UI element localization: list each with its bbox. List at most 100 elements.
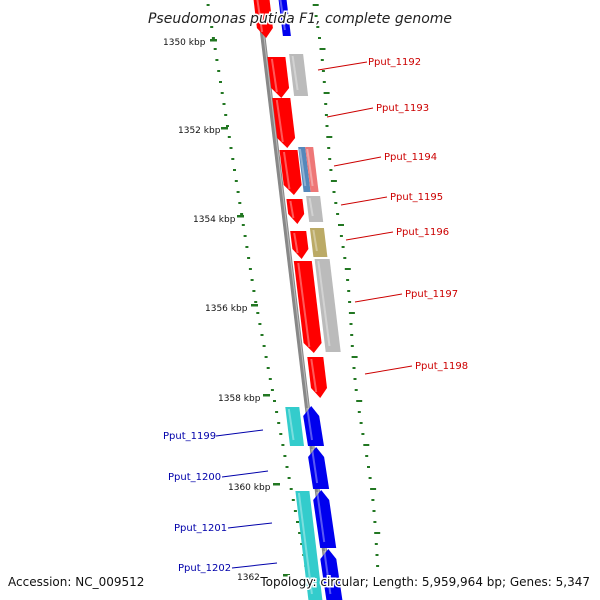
gene-label-pput-1193[interactable]: Pput_1193	[376, 103, 429, 114]
gene-arrow-pput-1198[interactable]	[307, 357, 327, 398]
gc-dot-right-49	[374, 543, 378, 545]
feature-block-steelblue[interactable]	[298, 147, 311, 192]
gc-dot-right-15	[329, 169, 333, 171]
gc-dot-right-14	[328, 158, 332, 160]
feature-block-top-blue[interactable]	[278, 0, 291, 36]
gc-dot-left-6	[217, 70, 221, 72]
gc-dot-left-19	[240, 213, 244, 215]
gc-dot-left-2	[210, 26, 214, 28]
gene-label-pput-1197[interactable]: Pput_1197	[405, 289, 458, 300]
gc-dot-left-9	[222, 103, 226, 105]
tick-label-1360: 1360 kbp	[228, 483, 271, 493]
gc-dot-left-44	[289, 488, 293, 490]
tick-label-1352: 1352 kbp	[178, 126, 221, 136]
gc-dot-left-17	[236, 191, 240, 193]
gene-labels[interactable]: Pput_1192 Pput_1193 Pput_1194 Pput_1195 …	[163, 57, 468, 574]
gc-dot-right-33	[352, 367, 356, 369]
feature-block-cyan-1-highlight	[287, 408, 295, 441]
tick-mark-1358	[263, 394, 270, 397]
gc-dot-left-27	[254, 301, 258, 303]
feature-block-grey-2[interactable]	[306, 196, 324, 222]
gc-dot-left-30	[260, 334, 264, 336]
gene-label-pput-1200[interactable]: Pput_1200	[168, 472, 221, 483]
feature-block-grey-3[interactable]	[314, 259, 341, 352]
gc-dot-left-25	[250, 279, 254, 281]
accession-text: Accession: NC_009512	[8, 575, 144, 589]
gc-dot-left-39	[279, 433, 283, 435]
gene-label-pput-1195[interactable]: Pput_1195	[390, 192, 443, 203]
genome-title: Pseudomonas putida F1, complete genome	[148, 11, 452, 27]
gc-dot-right-51	[376, 565, 380, 567]
gc-dot-right-44	[370, 488, 377, 490]
gc-dot-left-47	[296, 521, 299, 523]
gc-dot-left-13	[229, 147, 233, 149]
gc-dot-right-47	[373, 521, 377, 523]
gc-dot-right-36	[356, 400, 363, 402]
feature-block-grey-1[interactable]	[289, 54, 309, 96]
feature-block-top-blue-highlight	[279, 0, 286, 31]
gc-dot-right-34	[353, 378, 357, 380]
gene-label-pput-1194[interactable]: Pput_1194	[384, 152, 437, 163]
scale-ticks: 1350 kbp 1352 kbp 1354 kbp 1356 kbp 1358…	[163, 38, 290, 583]
gene-arrow-pput-1193[interactable]	[272, 98, 296, 148]
gc-dot-left-37	[275, 411, 279, 413]
gene-arrow-pput-1200[interactable]	[308, 447, 330, 489]
gene-arrow-pput-1191[interactable]	[253, 0, 273, 38]
gc-dot-left-18	[238, 202, 242, 204]
gc-dot-left-8	[220, 92, 224, 94]
gene-arrow-pput-1201[interactable]	[313, 490, 337, 548]
gene-label-pput-1201[interactable]: Pput_1201	[174, 523, 227, 534]
gc-dot-left-42	[285, 466, 289, 468]
feature-block-cyan-2[interactable]	[295, 491, 323, 600]
gc-dot-right-35	[354, 389, 358, 391]
gc-dot-left-38	[277, 422, 281, 424]
tick-mark-1354	[237, 215, 244, 218]
gene-arrow-pput-1199[interactable]	[303, 406, 324, 446]
gc-dot-right-29	[349, 323, 353, 325]
gene-arrow-pput-1197[interactable]	[293, 261, 322, 353]
gc-dot-right-19	[336, 213, 340, 215]
gc-dot-left-22	[245, 246, 249, 248]
gc-dot-right-46	[372, 510, 376, 512]
feature-block-cyan-1[interactable]	[285, 407, 304, 446]
tick-mark-1360	[273, 483, 280, 486]
gene-label-pput-1198[interactable]: Pput_1198	[415, 361, 468, 372]
feature-block-pink[interactable]	[305, 147, 319, 192]
gene-arrow-pput-1191-highlight	[256, 0, 264, 33]
gc-dot-right-17	[332, 191, 336, 193]
gc-dot-left-41	[283, 455, 287, 457]
gc-dot-left-14	[231, 158, 235, 160]
gc-dot-left-46	[293, 510, 297, 512]
gene-arrow-pput-1201-highlight	[316, 491, 326, 543]
feature-block-grey-1-highlight	[291, 55, 299, 91]
gc-dot-right-40	[363, 444, 370, 446]
gene-arrow-pput-1192[interactable]	[267, 57, 290, 98]
gc-dot-right-30	[350, 334, 354, 336]
gc-dot-left-1	[208, 15, 212, 17]
gene-label-pput-1199[interactable]: Pput_1199	[163, 431, 216, 442]
gene-label-pput-1196[interactable]: Pput_1196	[396, 227, 449, 238]
tick-mark-1362	[283, 574, 290, 577]
gene-arrow-pput-1202[interactable]	[320, 549, 343, 600]
gene-label-pput-1202[interactable]: Pput_1202	[178, 563, 231, 574]
feature-track[interactable]	[253, 0, 343, 600]
gene-arrow-pput-1197-highlight	[297, 262, 311, 348]
gc-dot-right-21	[339, 235, 343, 237]
gene-arrow-pput-1194-highlight	[283, 151, 291, 190]
tick-mark-1356	[251, 304, 258, 307]
gc-dot-right-3	[318, 37, 321, 39]
gc-dot-right-22	[341, 246, 345, 248]
gene-arrow-pput-1195[interactable]	[286, 199, 305, 224]
gc-dot-right-38	[359, 422, 363, 424]
gene-arrow-pput-1194[interactable]	[279, 150, 302, 195]
feature-block-olive-highlight	[312, 229, 318, 252]
gene-label-pput-1192[interactable]: Pput_1192	[368, 57, 421, 68]
gc-dot-right-41	[365, 455, 369, 457]
gc-dot-left-26	[252, 290, 256, 292]
feature-block-olive[interactable]	[309, 228, 328, 257]
gc-dot-left-10	[224, 114, 228, 116]
gene-arrow-pput-1196[interactable]	[290, 231, 309, 259]
tick-label-1358: 1358 kbp	[218, 394, 261, 404]
gc-dot-right-2	[316, 26, 320, 28]
